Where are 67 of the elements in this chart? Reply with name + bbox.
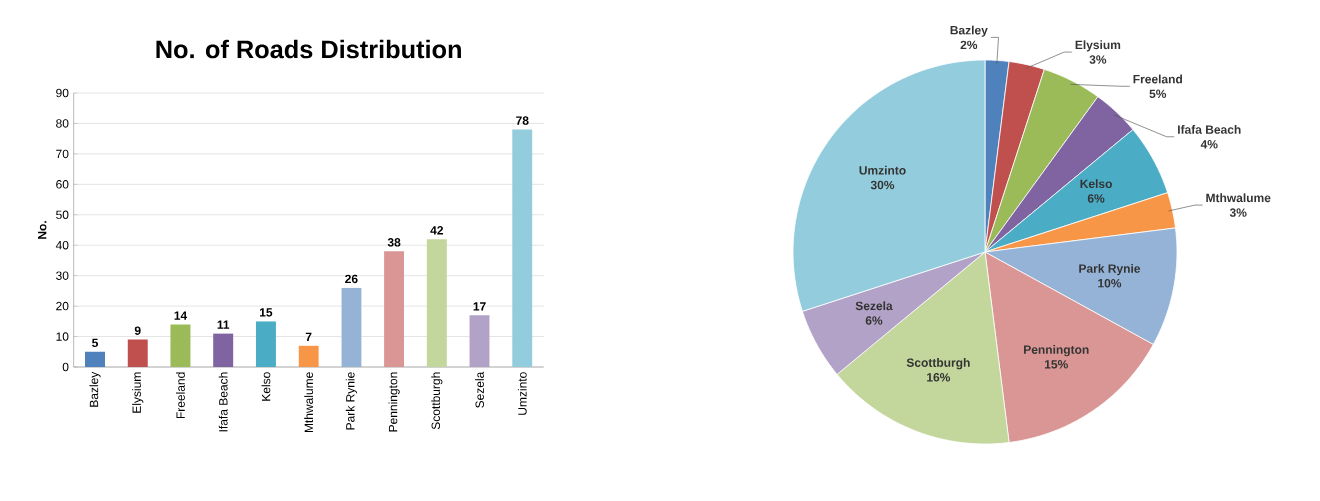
x-tick-label: Mthwalume [304, 372, 314, 433]
slice-label: Scottburgh [906, 358, 970, 370]
x-tick-label: Elysium [132, 372, 144, 413]
x-tick-label: Freeland [176, 372, 185, 419]
bar [170, 324, 191, 367]
x-tick-label: Park Rynie [345, 372, 357, 430]
bar [85, 351, 106, 367]
data-label: 2% [960, 40, 978, 50]
data-label: 30% [870, 180, 895, 190]
data-label: 3% [1089, 55, 1107, 64]
x-tick-label: Kelso [261, 372, 271, 401]
data-label: 7 [305, 332, 312, 341]
bar [255, 321, 276, 367]
bar [298, 345, 319, 367]
x-tick-label: Scottburgh [431, 372, 443, 430]
bar [127, 339, 148, 367]
x-tick-label: Ifafa Beach [218, 372, 228, 432]
bar [426, 239, 447, 367]
slice-label: Pennington [1024, 345, 1089, 357]
data-label: 26 [345, 274, 358, 284]
bar [512, 129, 533, 367]
slice-label: Sezela [855, 301, 893, 311]
y-tick-label: 40 [55, 240, 69, 250]
data-label: 6% [1087, 194, 1105, 203]
bar [341, 287, 362, 367]
x-tick-label: Pennington [388, 372, 400, 432]
data-label: 14 [174, 311, 188, 320]
y-tick-label: 70 [56, 149, 69, 159]
slice-label: Park Rynie [1079, 264, 1141, 276]
data-label: 3% [1229, 208, 1247, 217]
bar [384, 251, 405, 367]
data-label: 16% [927, 373, 951, 382]
data-label: 15 [260, 308, 273, 317]
data-label: 11 [217, 320, 230, 329]
data-label: 38 [387, 238, 401, 247]
slice-label: Bazley [950, 25, 988, 37]
y-tick-label: 60 [56, 180, 69, 189]
slice-label: Elysium [1075, 40, 1121, 52]
x-tick-label: Bazley [89, 371, 101, 407]
slice-label: Umzinto [859, 165, 906, 175]
data-label: 10% [1098, 278, 1122, 288]
y-tick-label: 50 [56, 210, 69, 220]
y-tick-label: 0 [62, 362, 69, 372]
y-axis-title: No. [38, 221, 47, 239]
y-tick-label: 30 [56, 271, 69, 280]
data-label: 5 [92, 338, 99, 348]
x-tick-label: Sezela [475, 371, 484, 408]
slice-label: Ifafa Beach [1178, 125, 1241, 134]
x-tick-label: Umzinto [517, 372, 527, 415]
data-label: 17 [473, 302, 486, 311]
y-tick-label: 90 [56, 88, 69, 98]
slice-label: Mthwalume [1206, 193, 1271, 203]
y-tick-label: 80 [56, 119, 69, 128]
data-label: 4% [1200, 140, 1218, 149]
bar [469, 315, 490, 367]
slice-label: Freeland [1133, 74, 1182, 84]
data-label: 9 [134, 326, 141, 335]
chart-title: No. of Roads Distribution [156, 39, 461, 59]
y-tick-label: 10 [56, 332, 69, 341]
data-label: 78 [516, 116, 529, 125]
y-tick-label: 20 [56, 301, 69, 311]
data-label: 15% [1044, 360, 1068, 369]
data-label: 6% [865, 316, 883, 325]
data-label: 42 [430, 226, 444, 235]
bar [213, 333, 234, 367]
slice-label: Kelso [1080, 179, 1112, 189]
data-label: 5% [1149, 89, 1167, 99]
